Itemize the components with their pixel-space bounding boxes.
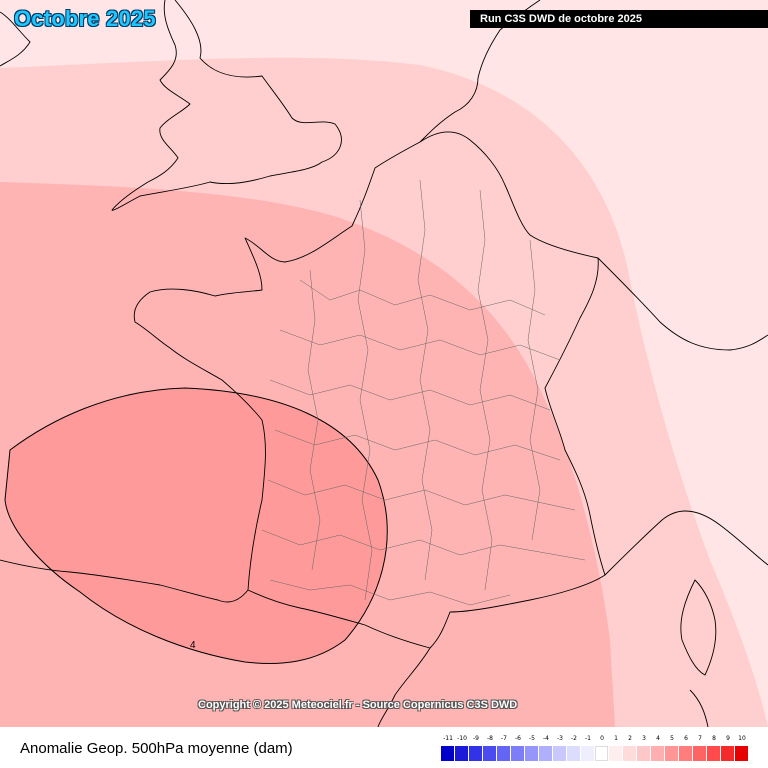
legend-swatch [679, 746, 693, 761]
month-title: Octobre 2025 [14, 6, 156, 31]
legend-swatch [609, 746, 623, 761]
ireland-coast [0, 11, 31, 67]
department-border [477, 189, 493, 591]
legend-swatch [595, 746, 609, 761]
east-border-alps [597, 257, 768, 351]
legend-label: 0 [600, 735, 604, 742]
legend-label: -6 [515, 735, 521, 742]
legend-swatch [567, 746, 581, 761]
legend-label: -3 [557, 735, 563, 742]
legend-swatch [525, 746, 539, 761]
legend-swatch [539, 746, 553, 761]
anomaly-map: 4 [0, 0, 768, 727]
legend-label: -1 [585, 735, 591, 742]
sardinia-coast [689, 689, 709, 727]
legend-label: 6 [684, 735, 688, 742]
legend-swatch [511, 746, 525, 761]
department-border [307, 269, 321, 571]
footer: Anomalie Geop. 500hPa moyenne (dam) -11-… [0, 727, 768, 768]
legend-swatch [581, 746, 595, 761]
legend-swatch [441, 746, 455, 761]
legend-swatch [693, 746, 707, 761]
legend-label: -4 [543, 735, 549, 742]
department-border [417, 179, 433, 581]
legend-label: 10 [738, 735, 746, 742]
legend-label: -7 [501, 735, 507, 742]
legend-swatch [623, 746, 637, 761]
corsica-coast [680, 579, 717, 676]
legend-swatch [469, 746, 483, 761]
legend-labels: -11 -10 -9 -8 -7 -6 -5 -4 -3 -2 -1 0 1 2 3 4 5 6 7 8 9 10 [441, 735, 751, 745]
spain-mediterranean [377, 647, 431, 727]
department-border [527, 239, 541, 541]
legend-swatch [651, 746, 665, 761]
legend-swatch [735, 746, 749, 761]
legend-label: 4 [656, 735, 660, 742]
legend-label: -11 [443, 735, 453, 742]
legend-label: 9 [726, 735, 730, 742]
contour-label: 4 [190, 640, 196, 651]
department-border [269, 579, 511, 606]
legend-label: 7 [698, 735, 702, 742]
great-britain-coast [111, 0, 342, 211]
legend-swatch [455, 746, 469, 761]
legend-swatch [665, 746, 679, 761]
color-legend: -11 -10 -9 -8 -7 -6 -5 -4 -3 -2 -1 0 1 2 3 4 5 6 7 8 9 10 [441, 735, 751, 763]
legend-label: -2 [571, 735, 577, 742]
legend-swatch [483, 746, 497, 761]
copyright-notice: Copyright © 2025 Meteociel.fr - Source C… [198, 699, 518, 711]
legend-swatch [553, 746, 567, 761]
legend-label: -9 [473, 735, 479, 742]
run-label: Run C3S DWD de octobre 2025 [470, 10, 768, 28]
spain-coast [0, 559, 249, 603]
department-borders [261, 179, 586, 606]
legend-label: 1 [614, 735, 618, 742]
legend-label: 8 [712, 735, 716, 742]
legend-label: 5 [670, 735, 674, 742]
department-border [357, 199, 373, 601]
legend-swatch [721, 746, 735, 761]
legend-color-bar [441, 746, 749, 761]
legend-label: 2 [628, 735, 632, 742]
department-border [261, 529, 586, 561]
legend-label: -5 [529, 735, 535, 742]
france-coast [133, 131, 606, 649]
department-border [267, 479, 576, 511]
department-border [279, 329, 561, 361]
legend-label: 3 [642, 735, 646, 742]
chart-title: Anomalie Geop. 500hPa moyenne (dam) [20, 740, 293, 757]
legend-label: -8 [487, 735, 493, 742]
legend-swatch [497, 746, 511, 761]
italy-coast [604, 510, 768, 576]
department-border [274, 429, 561, 461]
legend-swatch [637, 746, 651, 761]
legend-label: -10 [457, 735, 467, 742]
department-border [299, 279, 546, 316]
department-border [269, 379, 551, 411]
anomaly-zone-3 [4, 387, 388, 664]
legend-swatch [707, 746, 721, 761]
